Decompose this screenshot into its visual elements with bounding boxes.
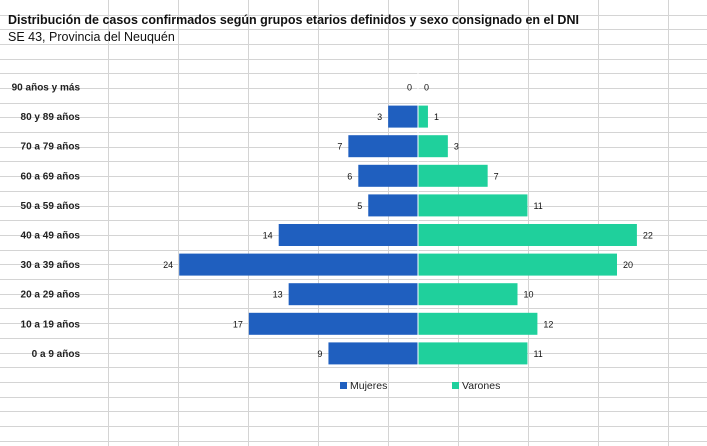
category-label: 0 a 9 años — [32, 349, 81, 360]
sheet-column-line — [668, 0, 669, 446]
sheet-row-line — [0, 132, 707, 133]
sheet-row-line — [0, 15, 707, 16]
sheet-row-line — [0, 411, 707, 412]
sheet-column-line — [528, 0, 529, 446]
data-label-varones: 1 — [434, 112, 439, 122]
sheet-row-line — [0, 117, 707, 118]
bar-mujeres — [358, 164, 418, 187]
sheet-row-line — [0, 29, 707, 30]
sheet-row-line — [0, 44, 707, 45]
sheet-column-line — [598, 0, 599, 446]
sheet-column-line — [108, 0, 109, 446]
chart-title: Distribución de casos confirmados según … — [8, 13, 579, 27]
sheet-row-line — [0, 441, 707, 442]
data-label-mujeres: 6 — [347, 171, 352, 181]
bar-mujeres — [328, 342, 418, 365]
category-label: 50 a 59 años — [21, 201, 81, 212]
data-label-mujeres: 5 — [357, 201, 362, 211]
category-label: 90 años y más — [12, 83, 81, 94]
bar-mujeres — [348, 135, 418, 158]
data-label-mujeres: 3 — [377, 112, 382, 122]
bar-mujeres — [368, 194, 418, 217]
bar-varones — [418, 342, 528, 365]
sheet-column-line — [178, 0, 179, 446]
sheet-row-line — [0, 206, 707, 207]
sheet-row-line — [0, 88, 707, 89]
category-label: 80 y 89 años — [21, 112, 81, 123]
chart-subtitle: SE 43, Provincia del Neuquén — [8, 30, 175, 44]
category-label: 10 a 19 años — [21, 319, 81, 330]
data-label-varones: 7 — [494, 171, 499, 181]
legend-swatch-varones — [452, 382, 459, 389]
legend-label-mujeres: Mujeres — [350, 380, 387, 392]
data-label-varones: 22 — [643, 231, 653, 241]
bar-varones — [418, 253, 617, 276]
sheet-row-line — [0, 367, 707, 368]
data-label-varones: 10 — [524, 290, 534, 300]
sheet-row-line — [0, 176, 707, 177]
sheet-column-line — [318, 0, 319, 446]
bar-mujeres — [278, 224, 418, 246]
sheet-row-line — [0, 103, 707, 104]
sheet-row-line — [0, 308, 707, 309]
legend-label-varones: Varones — [462, 380, 500, 392]
bar-varones — [418, 194, 528, 217]
bar-varones — [418, 105, 428, 128]
sheet-row-line — [0, 59, 707, 60]
sheet-column-line — [248, 0, 249, 446]
sheet-row-line — [0, 73, 707, 74]
sheet-row-line — [0, 220, 707, 221]
sheet-row-line — [0, 191, 707, 192]
bar-varones — [418, 164, 488, 187]
sheet-row-line — [0, 161, 707, 162]
data-label-mujeres: 17 — [233, 319, 243, 329]
data-label-mujeres: 24 — [163, 260, 173, 270]
data-label-varones: 20 — [623, 260, 633, 270]
legend-swatch-mujeres — [340, 382, 347, 389]
data-label-varones: 12 — [543, 319, 553, 329]
bar-varones — [418, 224, 637, 246]
sheet-column-line — [388, 0, 389, 446]
sheet-column-line — [458, 0, 459, 446]
bar-mujeres — [388, 105, 418, 128]
category-label: 60 a 69 años — [21, 171, 81, 182]
bar-varones — [418, 312, 538, 335]
data-label-varones: 11 — [533, 201, 542, 211]
data-label-mujeres: 7 — [337, 142, 342, 152]
sheet-row-line — [0, 338, 707, 339]
bar-mujeres — [288, 283, 418, 306]
sheet-row-line — [0, 279, 707, 280]
category-label: 30 a 39 años — [21, 260, 81, 271]
data-label-mujeres: 14 — [263, 231, 273, 241]
sheet-row-line — [0, 382, 707, 383]
category-label: 20 a 29 años — [21, 290, 81, 301]
category-label: 40 a 49 años — [21, 231, 81, 242]
bar-varones — [418, 135, 448, 158]
data-label-varones: 11 — [533, 349, 542, 359]
sheet-row-line — [0, 250, 707, 251]
data-label-mujeres: 9 — [317, 349, 322, 359]
data-label-mujeres: 13 — [273, 290, 283, 300]
bar-varones — [418, 283, 518, 306]
data-label-varones: 0 — [424, 83, 429, 93]
data-label-varones: 3 — [454, 142, 459, 152]
sheet-row-line — [0, 426, 707, 427]
bar-mujeres — [179, 253, 418, 276]
bar-mujeres — [248, 312, 418, 335]
data-label-mujeres: 0 — [407, 83, 412, 93]
category-label: 70 a 79 años — [21, 142, 81, 153]
sheet-row-line — [0, 397, 707, 398]
